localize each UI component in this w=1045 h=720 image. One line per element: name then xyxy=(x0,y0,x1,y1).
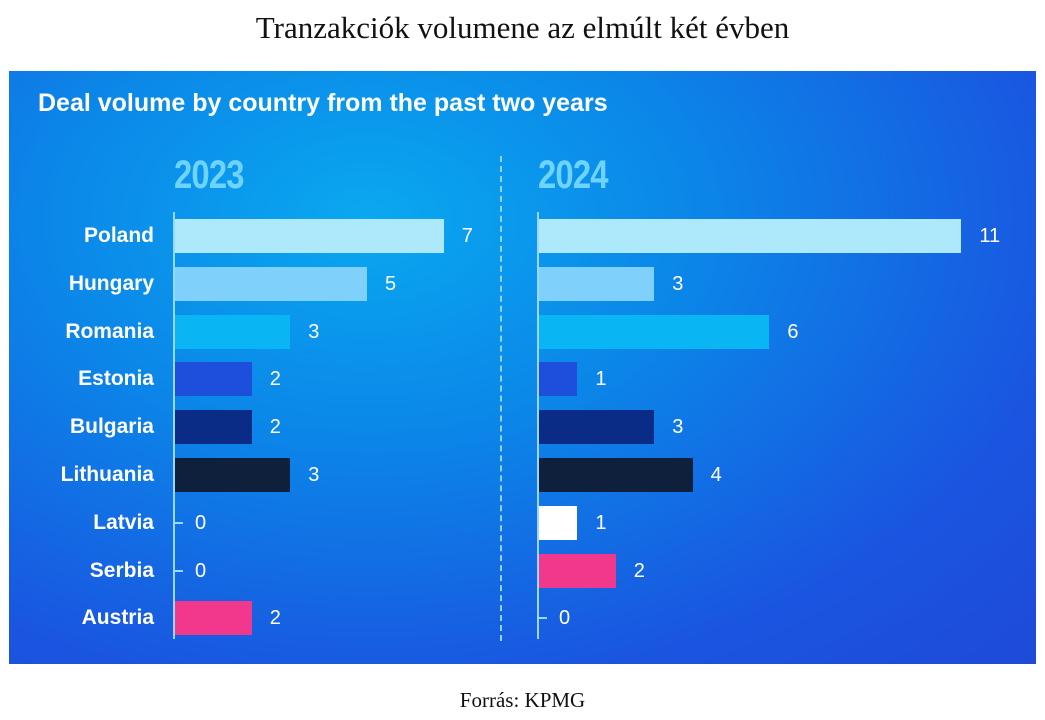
bar-2024-hungary xyxy=(539,266,655,301)
bar-2023-estonia xyxy=(175,362,252,397)
bar-2023-romania xyxy=(175,314,291,349)
value-label: 0 xyxy=(195,559,207,582)
axis-2023 xyxy=(173,212,175,639)
value-label: 3 xyxy=(308,464,320,486)
value-label: 3 xyxy=(672,272,684,295)
value-label: 1 xyxy=(595,511,607,534)
value-label: 3 xyxy=(672,416,684,439)
value-label: 5 xyxy=(385,272,397,295)
bar-2024-bulgaria xyxy=(539,410,655,445)
bar-2024-latvia xyxy=(539,505,578,540)
bar-2024-poland xyxy=(539,219,962,253)
value-label: 7 xyxy=(461,225,473,247)
value-label: 4 xyxy=(710,464,722,486)
bar-2023-poland xyxy=(175,219,444,253)
source-note: Forrás: KPMG xyxy=(459,688,586,712)
country-label: Bulgaria xyxy=(69,415,154,439)
bar-2023-austria xyxy=(175,601,252,636)
country-label: Lithuania xyxy=(60,463,154,486)
country-label: Hungary xyxy=(68,271,154,295)
country-label: Poland xyxy=(83,224,154,247)
value-label: 3 xyxy=(308,320,320,343)
bar-2023-lithuania xyxy=(175,458,291,492)
zero-tick xyxy=(539,617,547,620)
zero-tick xyxy=(175,521,183,524)
chart-panel: Deal volume by country from the past two… xyxy=(9,71,1036,664)
chart-title: Deal volume by country from the past two… xyxy=(38,89,608,117)
bar-2024-estonia xyxy=(539,362,578,397)
year-label-2024: 2024 xyxy=(538,153,609,197)
value-label: 1 xyxy=(595,368,607,391)
value-label: 2 xyxy=(269,607,281,630)
country-label: Romania xyxy=(65,319,154,343)
country-label: Serbia xyxy=(89,558,154,582)
value-label: 2 xyxy=(269,416,281,439)
bar-2024-lithuania xyxy=(539,458,693,492)
bar-2023-bulgaria xyxy=(175,410,252,445)
panel-divider xyxy=(500,156,502,641)
country-label: Estonia xyxy=(78,367,154,391)
bar-2023-hungary xyxy=(175,266,367,301)
value-label: 2 xyxy=(269,368,281,391)
value-label: 2 xyxy=(633,559,645,582)
page-title: Tranzakciók volumene az elmúlt két évben xyxy=(255,10,790,45)
zero-tick xyxy=(175,569,183,572)
value-label: 0 xyxy=(559,607,571,630)
year-label-2023: 2023 xyxy=(174,153,245,197)
value-label: 11 xyxy=(979,225,1001,247)
country-label: Latvia xyxy=(93,510,154,534)
bar-2024-romania xyxy=(539,314,770,349)
value-label: 0 xyxy=(195,511,207,534)
country-label: Austria xyxy=(81,606,154,630)
bar-2024-serbia xyxy=(539,553,616,588)
value-label: 6 xyxy=(787,320,799,343)
axis-2024 xyxy=(537,212,539,639)
